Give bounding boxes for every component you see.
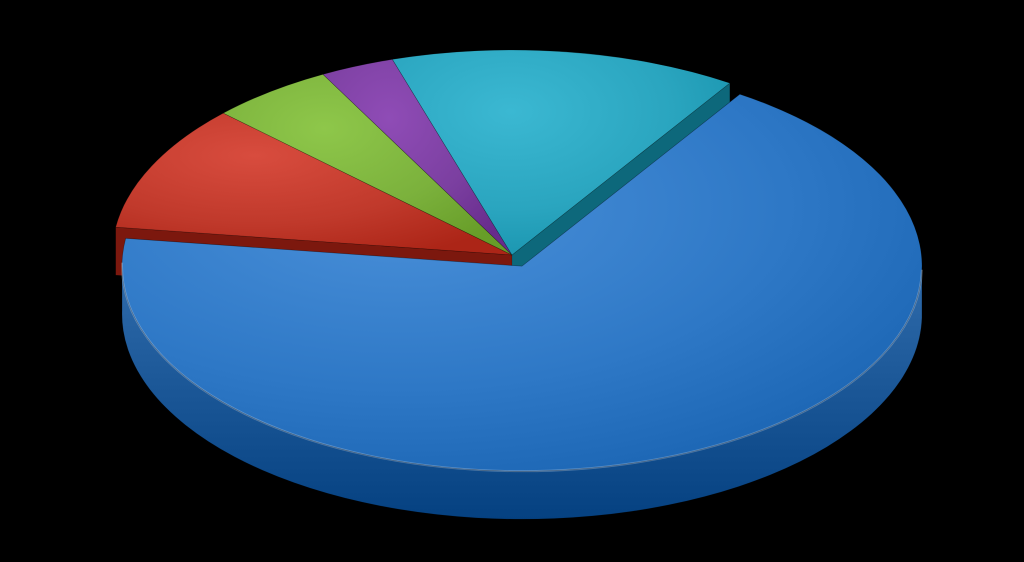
pie-svg <box>0 0 1024 562</box>
pie-chart-3d <box>0 0 1024 562</box>
